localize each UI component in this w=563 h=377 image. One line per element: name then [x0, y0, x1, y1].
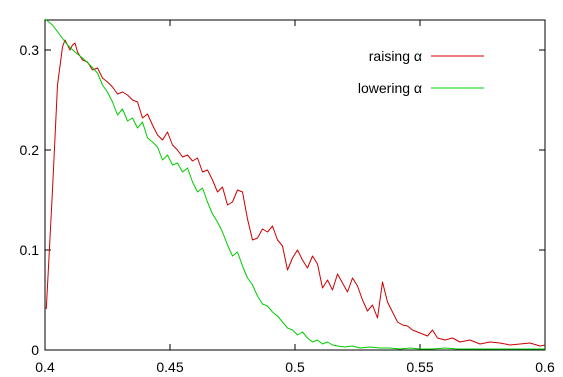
y-tick-label: 0.1	[20, 242, 40, 258]
y-axis: 0 0.1 0.2 0.3	[20, 42, 545, 358]
series-line-raising	[45, 39, 546, 347]
x-axis: 0.4 0.45 0.5 0.55 0.6	[35, 20, 555, 375]
x-tick-label: 0.4	[35, 359, 55, 375]
series-layer	[44, 18, 546, 350]
y-tick-label: 0.2	[20, 142, 40, 158]
y-tick-label: 0	[31, 342, 39, 358]
x-tick-label: 0.55	[406, 359, 433, 375]
plot-frame	[44, 19, 546, 351]
x-tick-label: 0.6	[535, 359, 555, 375]
legend-label: raising α	[369, 48, 422, 64]
y-tick-label: 0.3	[20, 42, 40, 58]
x-tick-label: 0.45	[156, 359, 183, 375]
series-line-lowering	[44, 18, 545, 350]
legend-label: lowering α	[358, 80, 422, 96]
x-tick-label: 0.5	[285, 359, 305, 375]
legend: raising α lowering α	[358, 48, 484, 96]
